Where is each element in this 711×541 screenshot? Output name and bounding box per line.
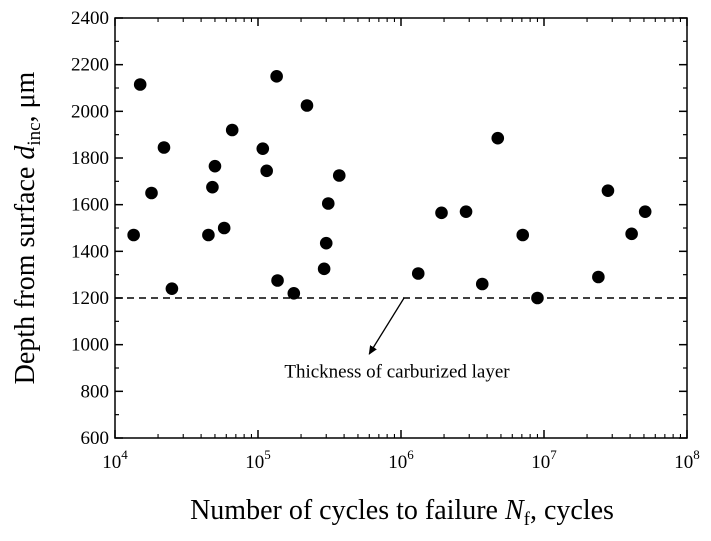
data-point xyxy=(411,267,425,280)
y-tick-label: 2000 xyxy=(71,101,109,122)
data-point xyxy=(435,206,448,220)
data-point xyxy=(270,70,283,83)
y-axis-title: Depth from surface dinc, μm xyxy=(10,71,45,384)
x-tick-label: 107 xyxy=(531,447,557,473)
y-tick-label: 2200 xyxy=(71,55,109,76)
data-point xyxy=(601,184,615,197)
y-tick-label: 1800 xyxy=(71,148,109,169)
data-point xyxy=(317,262,331,276)
data-point xyxy=(165,282,179,295)
y-tick-label: 1200 xyxy=(71,288,109,309)
x-axis-title-subscript: f xyxy=(524,509,531,530)
data-point xyxy=(300,99,314,112)
x-tick-label: 106 xyxy=(388,447,414,473)
x-tick-label: 104 xyxy=(102,447,128,473)
data-point xyxy=(625,227,638,241)
data-point xyxy=(202,228,215,242)
data-point xyxy=(592,270,605,284)
data-point xyxy=(127,228,140,242)
y-tick-label: 600 xyxy=(81,428,110,449)
y-axis-title-subscript: inc xyxy=(24,122,45,145)
data-point xyxy=(225,123,239,137)
data-points xyxy=(127,70,652,305)
x-tick-label: 105 xyxy=(245,447,271,473)
y-tick-label: 1400 xyxy=(71,241,109,262)
data-point xyxy=(475,277,489,291)
data-point xyxy=(459,205,473,218)
data-point xyxy=(491,131,505,145)
data-point xyxy=(217,221,231,235)
data-point xyxy=(157,141,171,154)
data-point xyxy=(133,78,147,91)
data-point xyxy=(638,205,652,218)
y-tick-label: 800 xyxy=(81,381,110,402)
x-axis-title-text: Number of cycles to failure xyxy=(190,495,505,526)
data-point xyxy=(145,186,158,200)
y-tick-label: 2400 xyxy=(71,8,109,29)
y-axis-title-text: Depth from surface xyxy=(10,160,41,385)
x-axis-ticks: 104 105 106 107 108 xyxy=(102,18,700,473)
y-axis-title-suffix: , μm xyxy=(10,71,41,122)
y-tick-label: 1600 xyxy=(71,195,109,216)
data-point xyxy=(287,287,301,300)
data-point xyxy=(321,197,335,210)
x-axis-title-suffix: , cycles xyxy=(530,495,614,526)
annotation-label: Thickness of carburized layer xyxy=(284,361,510,382)
data-point xyxy=(319,236,333,250)
data-point xyxy=(332,169,346,182)
data-point xyxy=(271,274,284,287)
y-axis-title-variable: d xyxy=(10,145,41,160)
annotation-arrow xyxy=(368,297,405,355)
data-point xyxy=(260,164,273,178)
y-axis-ticks: 600 800 1000 1200 1400 1600 1800 2000 2200 2400 xyxy=(71,8,687,449)
data-point xyxy=(516,228,530,242)
x-axis-title-variable: N xyxy=(504,495,525,526)
x-axis-title: Number of cycles to failure Nf, cycles xyxy=(190,495,614,530)
data-point xyxy=(206,180,219,194)
y-tick-label: 1000 xyxy=(71,335,109,356)
data-point xyxy=(256,142,270,155)
data-point xyxy=(531,291,544,305)
data-point xyxy=(208,159,222,173)
x-tick-label: 108 xyxy=(674,447,700,473)
